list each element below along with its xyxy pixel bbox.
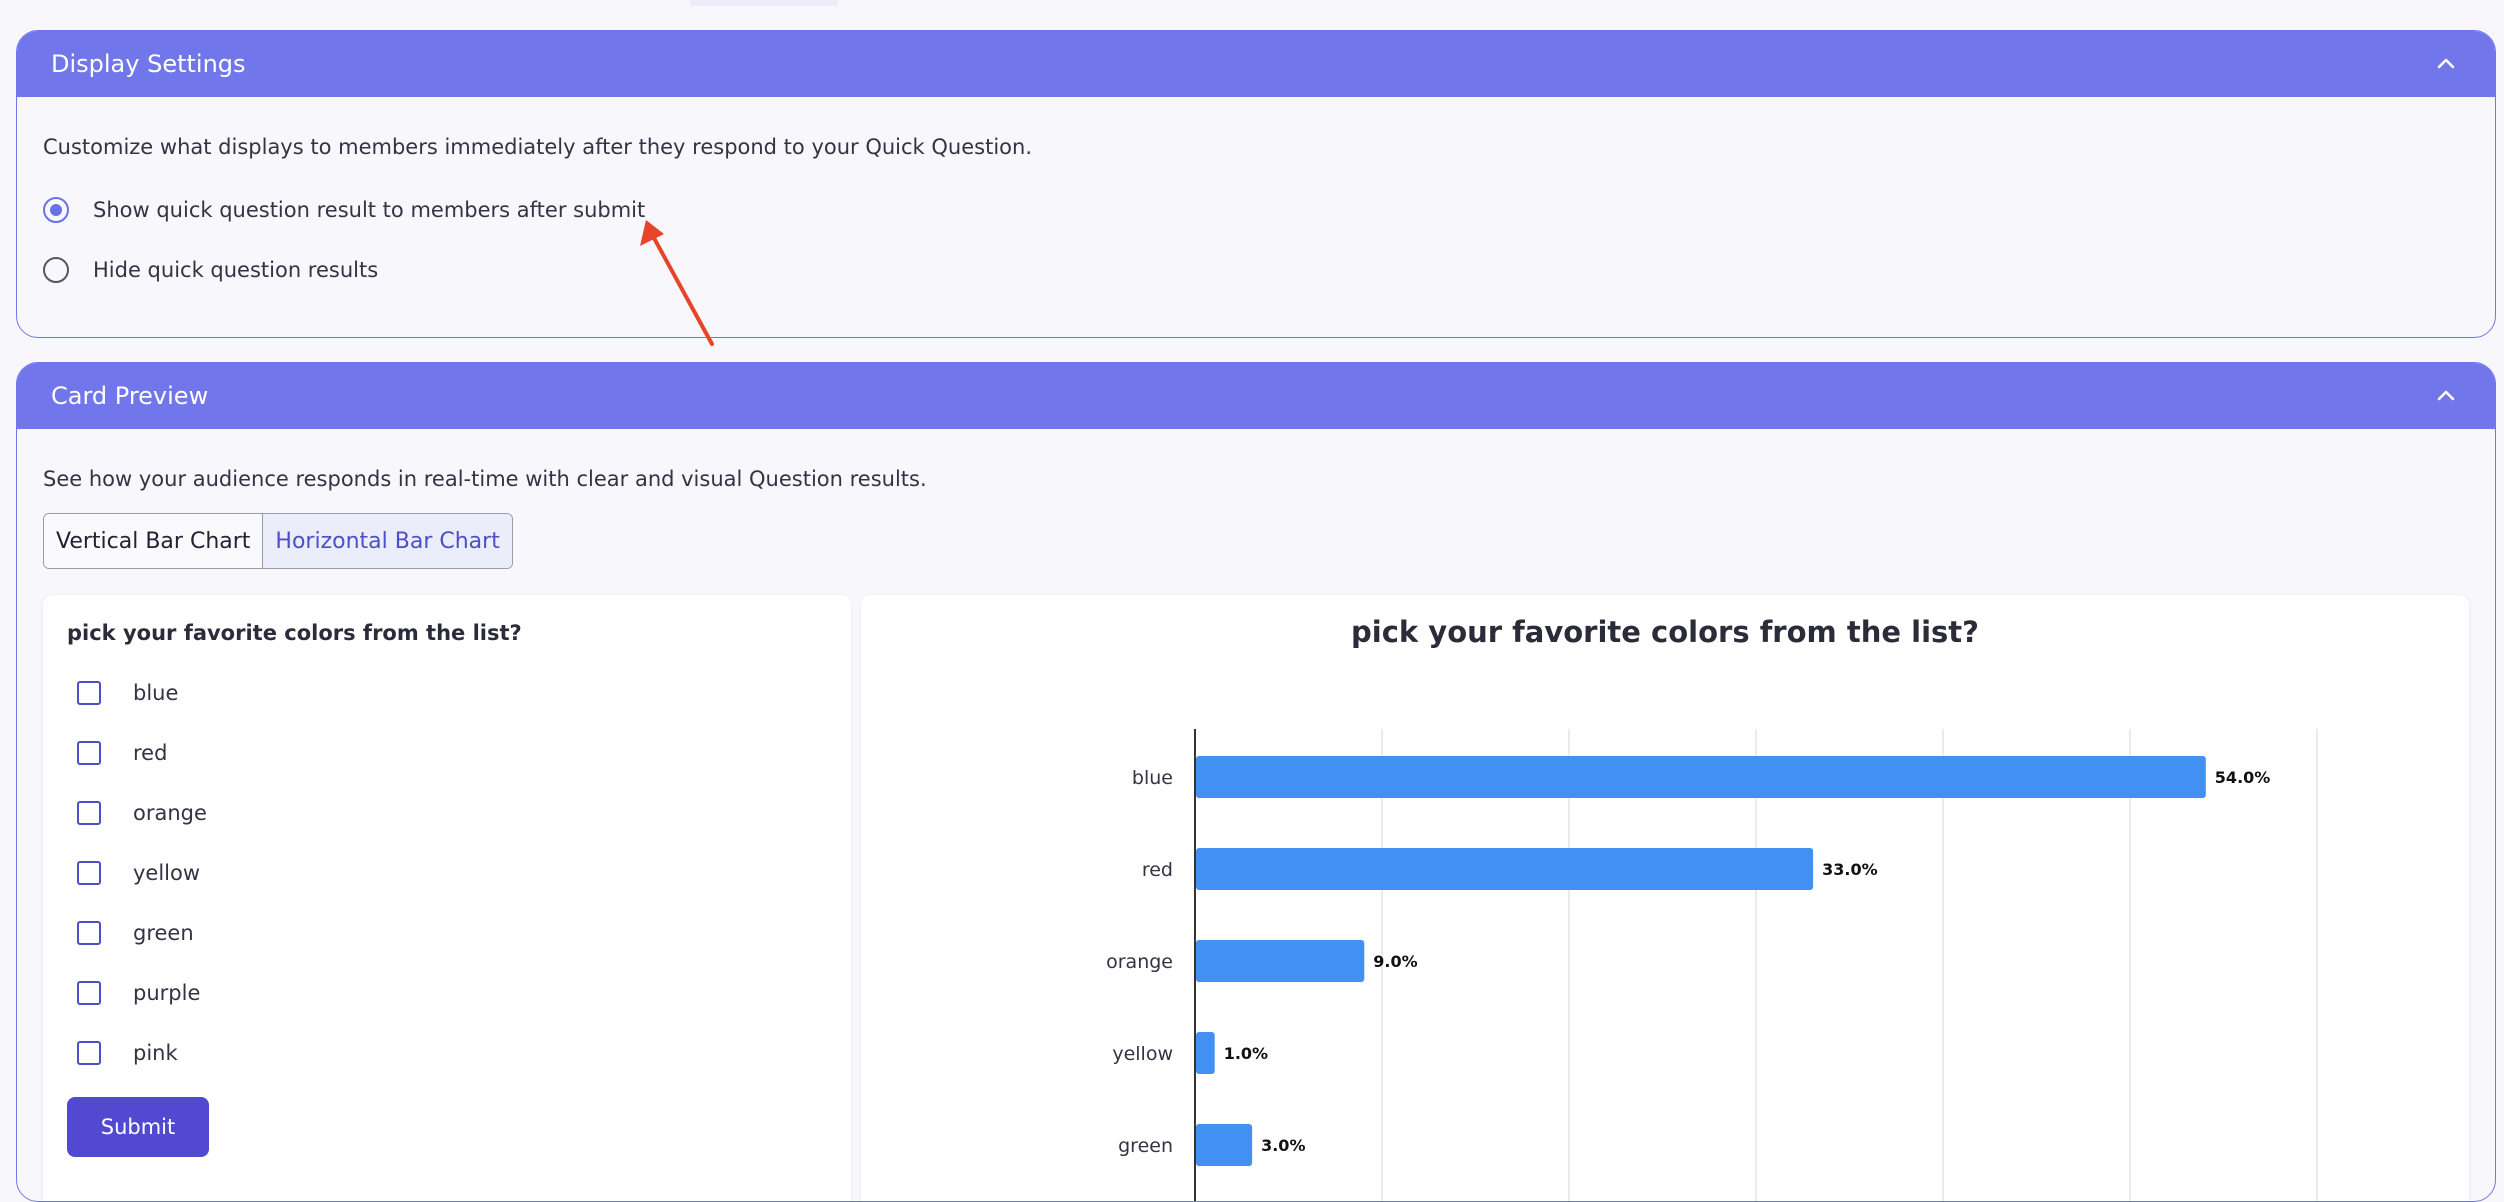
option-label: purple [133, 981, 201, 1005]
chevron-up-icon[interactable] [2435, 384, 2457, 406]
value-label-yellow: 1.0% [1224, 1044, 1268, 1063]
tab-vertical-bar-chart[interactable]: Vertical Bar Chart [44, 514, 263, 568]
card-preview-title: Card Preview [51, 382, 209, 410]
option-yellow[interactable]: yellow [77, 861, 200, 885]
option-label: blue [133, 681, 179, 705]
horizontal-bar-chart: blue 54.0% red 33.0% orange 9.0% yellow 1.0% gre… [1106, 729, 2318, 1201]
chart-title: pick your favorite colors from the list? [1351, 615, 1979, 649]
radio-hide-results-label: Hide quick question results [93, 258, 379, 282]
card-preview-header[interactable]: Card Preview [17, 363, 2495, 429]
option-blue[interactable]: blue [77, 681, 178, 705]
bar-orange [1196, 940, 1365, 982]
radio-selected-icon[interactable] [43, 197, 69, 223]
submit-button[interactable]: Submit [67, 1097, 209, 1157]
option-label: pink [133, 1041, 178, 1065]
value-label-orange: 9.0% [1373, 952, 1417, 971]
display-settings-panel: Display Settings Customize what displays… [16, 30, 2496, 338]
radio-show-results[interactable]: Show quick question result to members af… [43, 197, 645, 223]
option-label: orange [133, 801, 207, 825]
option-green[interactable]: green [77, 921, 194, 945]
value-label-red: 33.0% [1822, 860, 1878, 879]
category-label-yellow: yellow [1112, 1043, 1173, 1065]
card-preview-description: See how your audience responds in real-t… [43, 467, 927, 491]
checkbox-icon[interactable] [77, 921, 101, 945]
bar-green [1196, 1124, 1253, 1166]
card-preview-panel: Card Preview See how your audience respo… [16, 362, 2496, 1202]
category-label-orange: orange [1106, 951, 1173, 973]
option-label: yellow [133, 861, 201, 885]
red-arrow-icon [640, 220, 714, 346]
chart-type-toggle: Vertical Bar Chart Horizontal Bar Chart [43, 513, 513, 569]
option-label: red [133, 741, 168, 765]
chart-card: pick your favorite colors from the list?… [861, 595, 2469, 1201]
bar-yellow [1196, 1032, 1215, 1074]
option-red[interactable]: red [77, 741, 167, 765]
question-title: pick your favorite colors from the list? [67, 621, 522, 645]
display-settings-title: Display Settings [51, 50, 246, 78]
category-label-green: green [1118, 1135, 1173, 1157]
tab-horizontal-bar-chart[interactable]: Horizontal Bar Chart [262, 514, 512, 568]
checkbox-icon[interactable] [77, 861, 101, 885]
option-label: green [133, 921, 194, 945]
display-settings-header[interactable]: Display Settings [17, 31, 2495, 97]
checkbox-icon[interactable] [77, 741, 101, 765]
radio-unselected-icon[interactable] [43, 257, 69, 283]
checkbox-icon[interactable] [77, 981, 101, 1005]
checkbox-icon[interactable] [77, 801, 101, 825]
category-label-red: red [1142, 859, 1173, 881]
bar-red [1196, 848, 1814, 890]
value-label-green: 3.0% [1261, 1136, 1305, 1155]
radio-show-results-label: Show quick question result to members af… [93, 198, 646, 222]
top-tab-indicator [690, 0, 838, 6]
category-label-blue: blue [1132, 767, 1173, 789]
checkbox-icon[interactable] [77, 681, 101, 705]
option-purple[interactable]: purple [77, 981, 200, 1005]
option-pink[interactable]: pink [77, 1041, 178, 1065]
checkbox-icon[interactable] [77, 1041, 101, 1065]
chevron-up-icon[interactable] [2435, 52, 2457, 74]
value-label-blue: 54.0% [2215, 768, 2271, 787]
display-settings-description: Customize what displays to members immed… [43, 135, 1032, 159]
bar-blue [1196, 756, 2206, 798]
question-card: pick your favorite colors from the list?… [43, 595, 851, 1201]
option-orange[interactable]: orange [77, 801, 207, 825]
radio-hide-results[interactable]: Hide quick question results [43, 257, 378, 283]
